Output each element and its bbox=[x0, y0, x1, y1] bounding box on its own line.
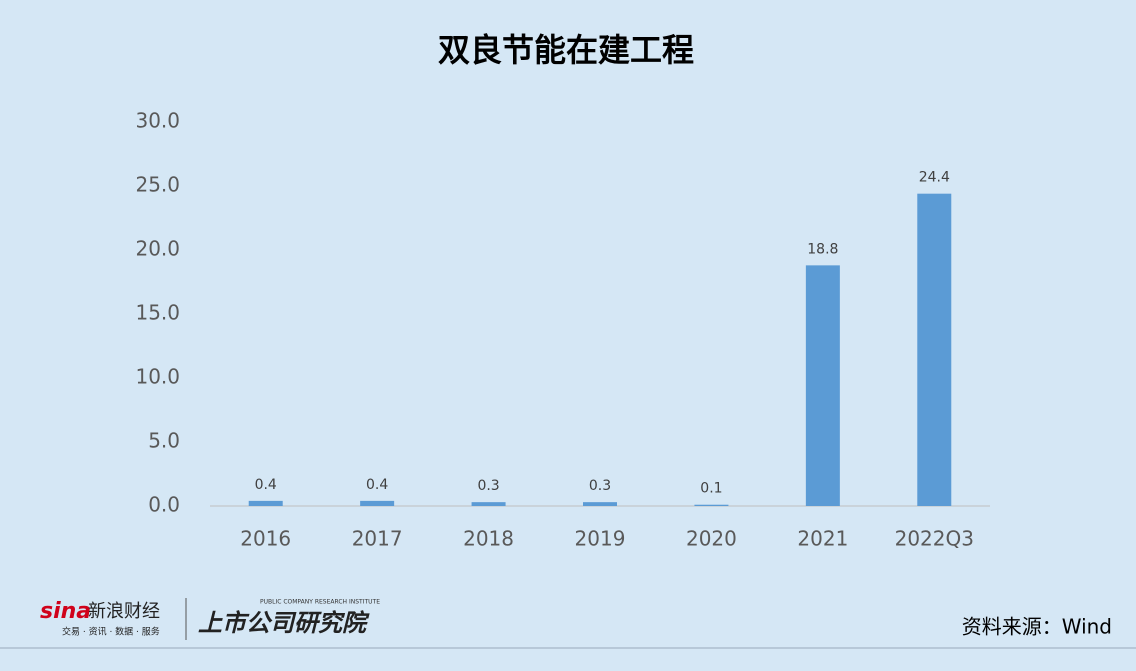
x-tick-label: 2020 bbox=[686, 527, 737, 551]
x-tick-label: 2018 bbox=[463, 527, 514, 551]
bar bbox=[917, 193, 952, 506]
bar bbox=[248, 500, 283, 506]
footer-logo: sina 新浪财经 交易 · 资讯 · 数据 · 服务 PUBLIC COMPA… bbox=[40, 598, 380, 640]
logo-tagline: 交易 · 资讯 · 数据 · 服务 bbox=[62, 626, 160, 638]
y-tick-label: 30.0 bbox=[135, 109, 180, 133]
x-tick-label: 2022Q3 bbox=[895, 527, 974, 551]
x-tick-label: 2017 bbox=[352, 527, 403, 551]
x-tick-label: 2021 bbox=[797, 527, 848, 551]
data-label: 0.4 bbox=[366, 477, 388, 493]
logo-institute: 上市公司研究院 bbox=[198, 609, 370, 637]
y-tick-label: 20.0 bbox=[135, 237, 180, 261]
logo-mark: sina bbox=[40, 599, 91, 624]
y-tick-label: 25.0 bbox=[135, 173, 180, 197]
source: 资料来源：Wind bbox=[962, 615, 1112, 639]
bar bbox=[805, 265, 840, 506]
data-label: 0.3 bbox=[589, 478, 611, 494]
bar bbox=[583, 502, 617, 506]
data-label: 0.1 bbox=[700, 481, 722, 497]
chart-title: 双良节能在建工程 bbox=[438, 31, 694, 69]
logo-institute-en: PUBLIC COMPANY RESEARCH INSTITUTE bbox=[260, 599, 380, 606]
data-label: 24.4 bbox=[919, 170, 950, 186]
x-tick-label: 2016 bbox=[240, 527, 291, 551]
y-tick-label: 15.0 bbox=[135, 301, 180, 325]
bar bbox=[471, 502, 506, 506]
logo-sina: 新浪财经 bbox=[88, 601, 160, 622]
y-tick-label: 0.0 bbox=[148, 493, 180, 517]
bar bbox=[694, 504, 729, 506]
data-label: 0.3 bbox=[477, 478, 499, 494]
y-tick-label: 5.0 bbox=[148, 429, 180, 453]
y-tick-label: 10.0 bbox=[135, 365, 180, 389]
bar bbox=[360, 500, 395, 506]
x-tick-label: 2019 bbox=[575, 527, 626, 551]
data-label: 0.4 bbox=[255, 477, 277, 493]
data-label: 18.8 bbox=[807, 241, 838, 257]
